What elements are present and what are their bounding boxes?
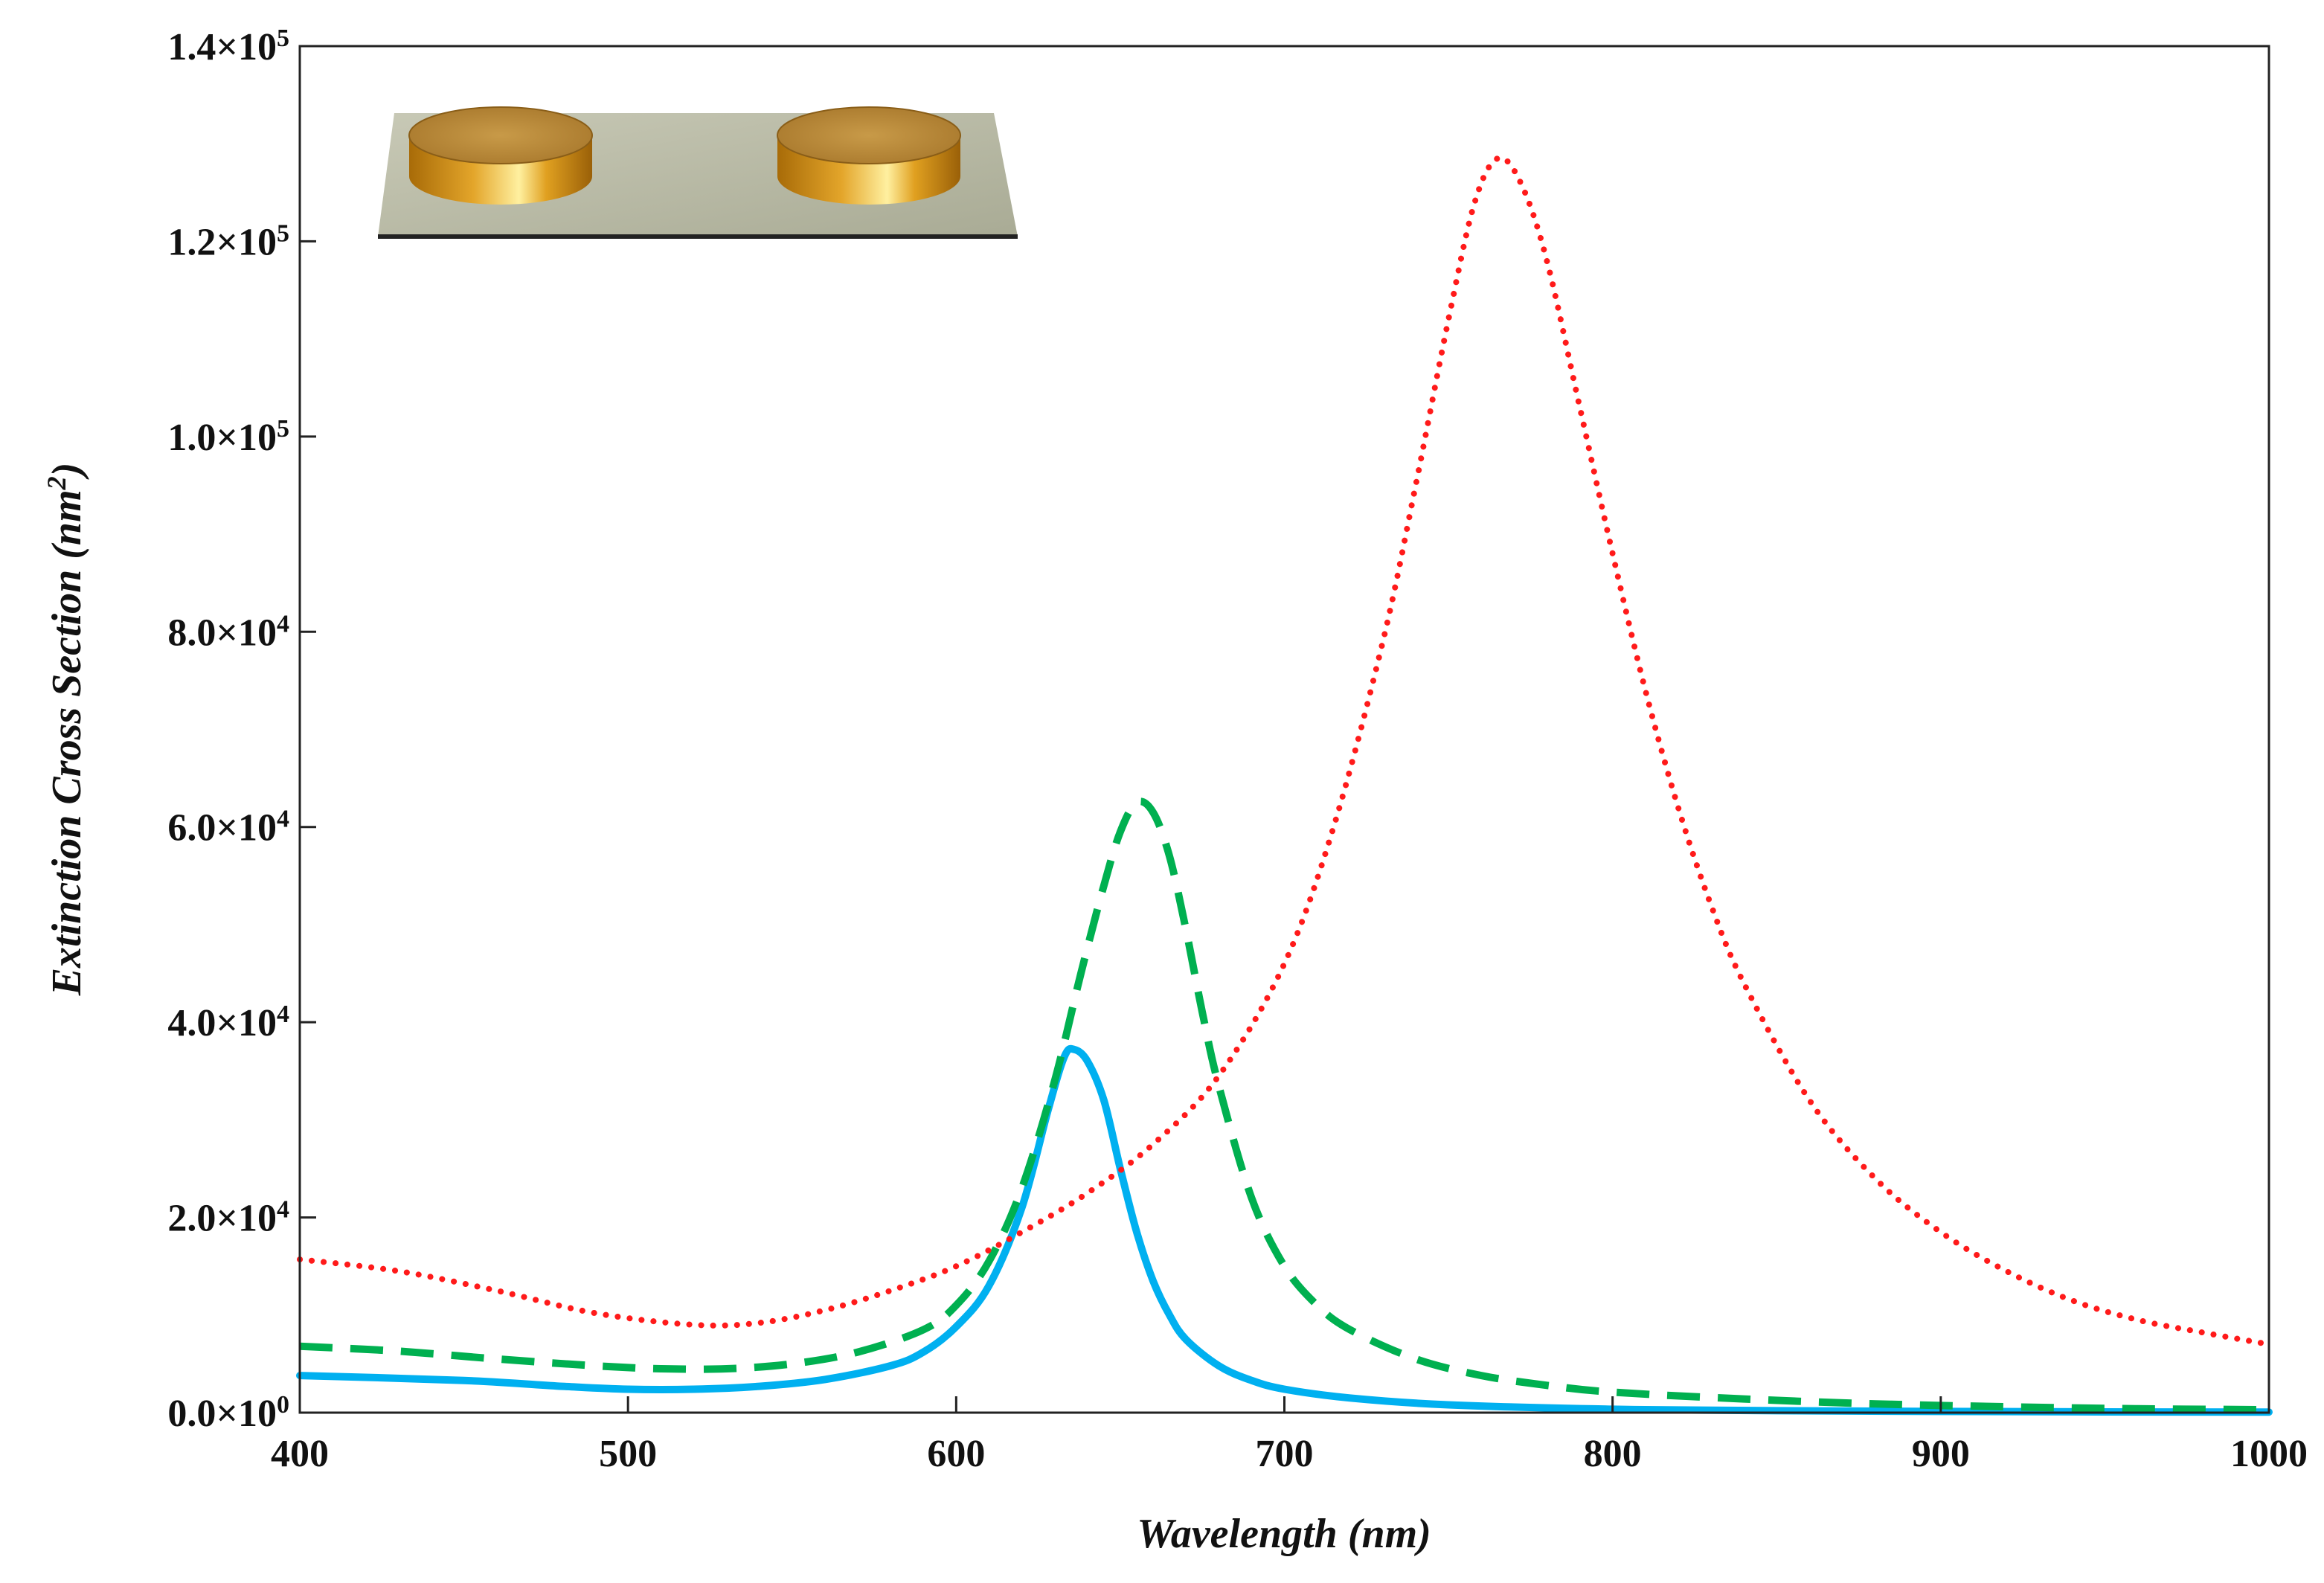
y-tick-label: 1.4×105 [167,25,289,69]
y-tick-label: 6.0×104 [167,805,289,850]
x-tick-label: 700 [1256,1433,1314,1475]
y-axis-title: Extinction Cross Section (nm2) [42,463,90,997]
series-dashed-green [299,797,2270,1414]
plot-lines [296,155,2273,1416]
x-tick-label: 900 [1912,1433,1970,1475]
y-tick-label: 8.0×104 [167,610,289,655]
plot-frame [298,45,2270,1414]
series-dotted-red [297,155,2272,1348]
x-tick-label: 800 [1584,1433,1642,1475]
x-tick-label: 1000 [2230,1433,2308,1475]
y-axis-ticks: 0.0×100 2.0×104 4.0×104 6.0×104 8.0×104 1.0×1… [167,25,316,1436]
series-solid-blue [296,1044,2273,1416]
x-axis-title: Wavelength (nm) [1137,1511,1431,1557]
inset-nanodisk-illustration [378,106,1018,239]
y-tick-label: 1.2×105 [167,219,289,264]
x-axis-ticks: 400 500 600 700 800 900 1000 [271,1396,2308,1475]
gold-disk-right [777,106,961,205]
y-tick-label: 2.0×104 [167,1195,289,1240]
gold-disk-left [408,106,593,205]
y-tick-label: 0.0×100 [167,1391,289,1436]
x-tick-label: 600 [927,1433,985,1475]
y-tick-label: 1.0×105 [167,414,289,459]
x-tick-label: 400 [271,1433,329,1475]
y-tick-label: 4.0×104 [167,1001,289,1045]
x-tick-label: 500 [599,1433,657,1475]
